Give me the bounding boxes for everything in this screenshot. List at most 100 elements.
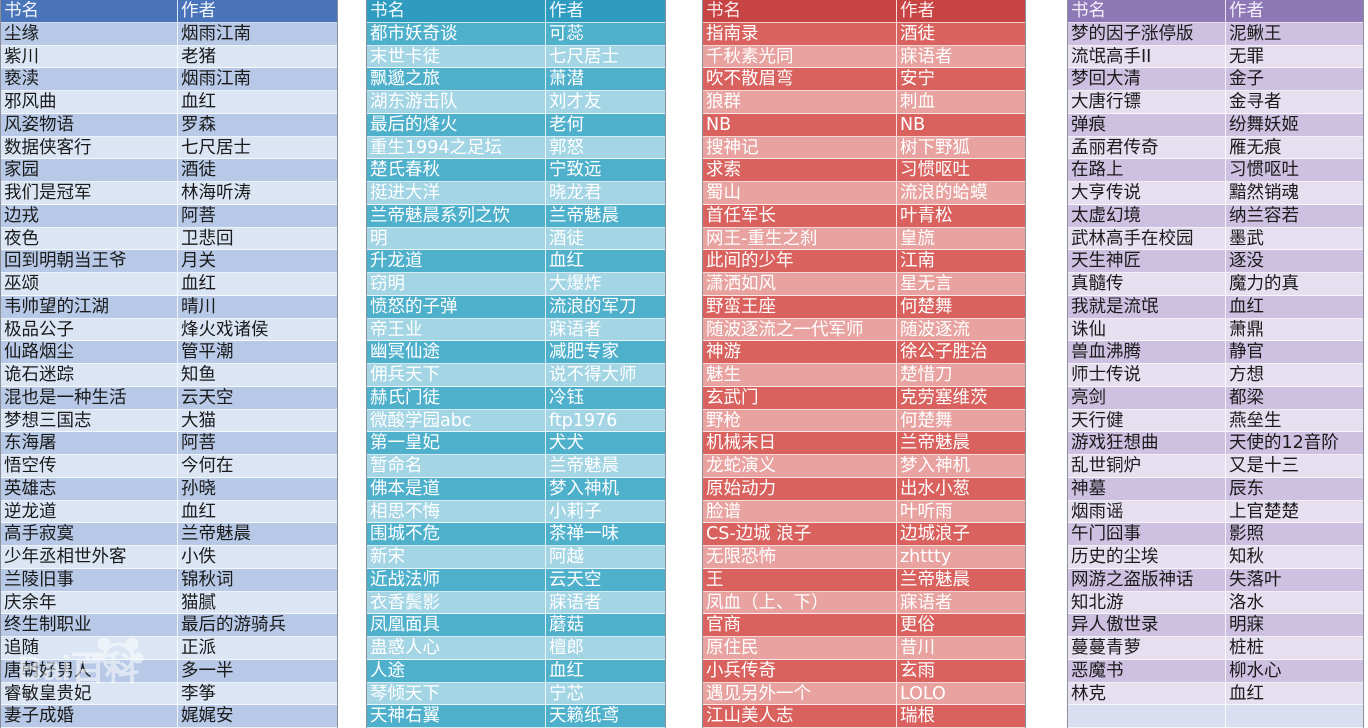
table-row: 重生1994之足坛 郭怒 [367, 136, 665, 160]
table-row: 官商 更俗 [703, 614, 1025, 637]
table-row: 追随 正派 [1, 637, 337, 660]
table-row: 午门囧事 影照 [1068, 523, 1363, 546]
table-row: 近战法师 云天空 [367, 568, 665, 592]
table-row: 明酒徒 [367, 227, 665, 251]
table-row: 围城不危 茶禅一味 [367, 523, 665, 546]
book-title-cell: 游戏狂想曲 [1068, 432, 1226, 454]
book-title-cell: 恶魔书 [1068, 659, 1226, 682]
table-row: 悟空传 今何在 [1, 455, 337, 478]
table-header-row: 书名 作者 [367, 0, 665, 23]
table-row: 林克 血红 [1068, 682, 1363, 706]
book-title-cell: 边戎 [1, 204, 178, 227]
book-table-teal: 书名 作者 都市妖奇谈 可蕊 末世卡徒 七尺居士 飘邈之旅 萧潜 湖东游击队 刘才友 最后的烽火 老何… [366, 0, 666, 728]
book-title-cell: 窃明 [367, 273, 546, 295]
table-row: 在路上 习惯呕吐 [1068, 159, 1363, 182]
book-author-cell: 罗森 [181, 114, 216, 135]
book-author-cell: 萧潜 [549, 69, 584, 90]
book-author-cell: 晴川 [181, 296, 216, 317]
book-author-cell: 烟雨江南 [181, 23, 251, 44]
book-title-cell: 凤血（上、下） [703, 591, 897, 614]
table-row: 恶魔书 柳水心 [1068, 659, 1363, 683]
book-author-cell: 刘才友 [549, 92, 602, 112]
book-title-cell: 天生神匠 [1068, 250, 1226, 272]
book-author-cell: 血红 [549, 251, 584, 272]
table-row: 英雄志 孙晓 [1, 477, 337, 501]
table-row: 第一皇妃 犬犬 [367, 432, 665, 455]
book-author-cell: 知鱼 [181, 365, 216, 385]
book-title-cell: 在路上 [1068, 159, 1226, 181]
book-author-cell: 瑞根 [900, 706, 935, 727]
book-author-cell: 金子 [1229, 69, 1264, 90]
book-title-cell: 烟雨谣 [1068, 500, 1226, 523]
book-author-cell: 酒徒 [900, 23, 935, 44]
book-title-cell: 江山美人志 [703, 705, 897, 727]
book-author-cell: 宁致远 [549, 160, 602, 181]
table-row: 相思不悔 小莉子 [367, 500, 665, 524]
table-row: 我就是流氓 血红 [1068, 295, 1363, 319]
table-row: 狼群 刺血 [703, 91, 1025, 114]
book-title-cell: 兰陵旧事 [1, 568, 178, 591]
book-table-purple: 书名 作者 梦的因子涨停版 泥鳅王 流氓高手II 无罪 梦回大清 金子 大唐行镖 金寻者 弹痕 纷舞妖… [1067, 0, 1364, 728]
book-author-cell: 寐语者 [549, 592, 602, 613]
book-author-cell: 刺血 [900, 92, 935, 112]
book-title-cell: 天行健 [1068, 409, 1226, 432]
book-title-cell: 历史的尘埃 [1068, 546, 1226, 568]
header-title-label: 书名 [1, 0, 178, 22]
book-author-cell: 失落叶 [1229, 569, 1282, 590]
book-author-cell: 孙晓 [181, 478, 216, 499]
book-title-cell: 乱世铜炉 [1068, 455, 1226, 477]
table-row: 暂命名 兰帝魅晨 [367, 455, 665, 478]
table-row: CS-边城 浪子 边城浪子 [703, 523, 1025, 546]
book-author-cell: 晓龙君 [549, 183, 602, 203]
book-title-cell: 兽血沸腾 [1068, 341, 1226, 363]
book-author-cell: 血红 [1229, 683, 1264, 704]
table-row: 少年丞相世外客 小佚 [1, 546, 337, 569]
book-author-cell: 锦秋词 [181, 569, 234, 590]
table-row: 新宋 阿越 [367, 546, 665, 569]
table-row: 流氓高手II 无罪 [1068, 45, 1363, 69]
book-author-cell: 燕垒生 [1229, 410, 1282, 431]
book-title-cell: 近战法师 [367, 568, 546, 591]
book-title-cell: 邪风曲 [1, 91, 178, 113]
table-row: 湖东游击队 刘才友 [367, 91, 665, 114]
book-author-cell: 老何 [549, 114, 584, 135]
book-title-cell [1068, 705, 1226, 727]
book-title-cell: 睿敏皇贵妃 [1, 682, 178, 705]
book-title-cell: 小兵传奇 [703, 659, 897, 682]
book-author-cell: 阿越 [549, 547, 584, 567]
book-author-cell: 血红 [181, 274, 216, 294]
header-author-label: 作者 [1229, 1, 1264, 21]
table-row: 亮剑 都梁 [1068, 386, 1363, 410]
book-title-cell: 梦的因子涨停版 [1068, 22, 1226, 45]
book-title-cell: 夜色 [1, 227, 178, 250]
book-author-cell: 酒徒 [181, 160, 216, 181]
book-author-cell: 何楚舞 [900, 410, 953, 431]
book-author-cell: 老猪 [181, 46, 216, 67]
book-title-cell: 衣香鬓影 [367, 591, 546, 614]
table-row: 历史的尘埃 知秋 [1068, 546, 1363, 569]
table-header-row: 书名 作者 [1, 0, 337, 23]
book-author-cell: 阿菩 [181, 433, 216, 454]
table-row: 妻子成婚 娓娓安 [1, 705, 337, 728]
header-title-label: 书名 [1068, 0, 1226, 22]
book-title-cell: 此间的少年 [703, 250, 897, 272]
book-author-cell: 正派 [181, 638, 216, 658]
book-author-cell: 兰帝魅晨 [181, 524, 251, 545]
book-author-cell: 萧鼎 [1229, 319, 1264, 340]
book-title-cell: 愤怒的子弹 [367, 295, 546, 318]
book-author-cell: 安宁 [900, 69, 935, 90]
book-author-cell: 大猫 [181, 410, 216, 431]
book-author-cell [1226, 705, 1363, 727]
book-author-cell: 叶青松 [900, 205, 953, 226]
book-title-cell: 梦回大清 [1068, 68, 1226, 90]
gap-divider [666, 0, 702, 728]
table-row: 潇洒如风 星无言 [703, 273, 1025, 296]
table-row: 知北游 洛水 [1068, 591, 1363, 615]
book-title-cell: 回到明朝当王爷 [1, 250, 178, 272]
book-author-cell: 茶禅一味 [549, 524, 619, 545]
book-title-cell: 幽冥仙途 [367, 341, 546, 363]
book-author-cell: 宁芯 [549, 683, 584, 704]
table-row: NB NB [703, 113, 1025, 137]
book-author-cell: 楚惜刀 [900, 365, 953, 385]
book-title-cell: 湖东游击队 [367, 91, 546, 113]
